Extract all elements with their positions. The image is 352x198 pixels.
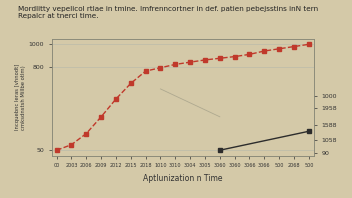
X-axis label: Aptlunization n Time: Aptlunization n Time <box>143 174 222 183</box>
Y-axis label: Incquebnc leras [vhnodt]
cmksdnstsh Millbe otlm): Incquebnc leras [vhnodt] cmksdnstsh Mill… <box>15 64 26 130</box>
Text: Mordlitty vepelicol rtlae in tmine. Imfrenncortner in def. patien pebejsstins in: Mordlitty vepelicol rtlae in tmine. Imfr… <box>18 6 318 19</box>
